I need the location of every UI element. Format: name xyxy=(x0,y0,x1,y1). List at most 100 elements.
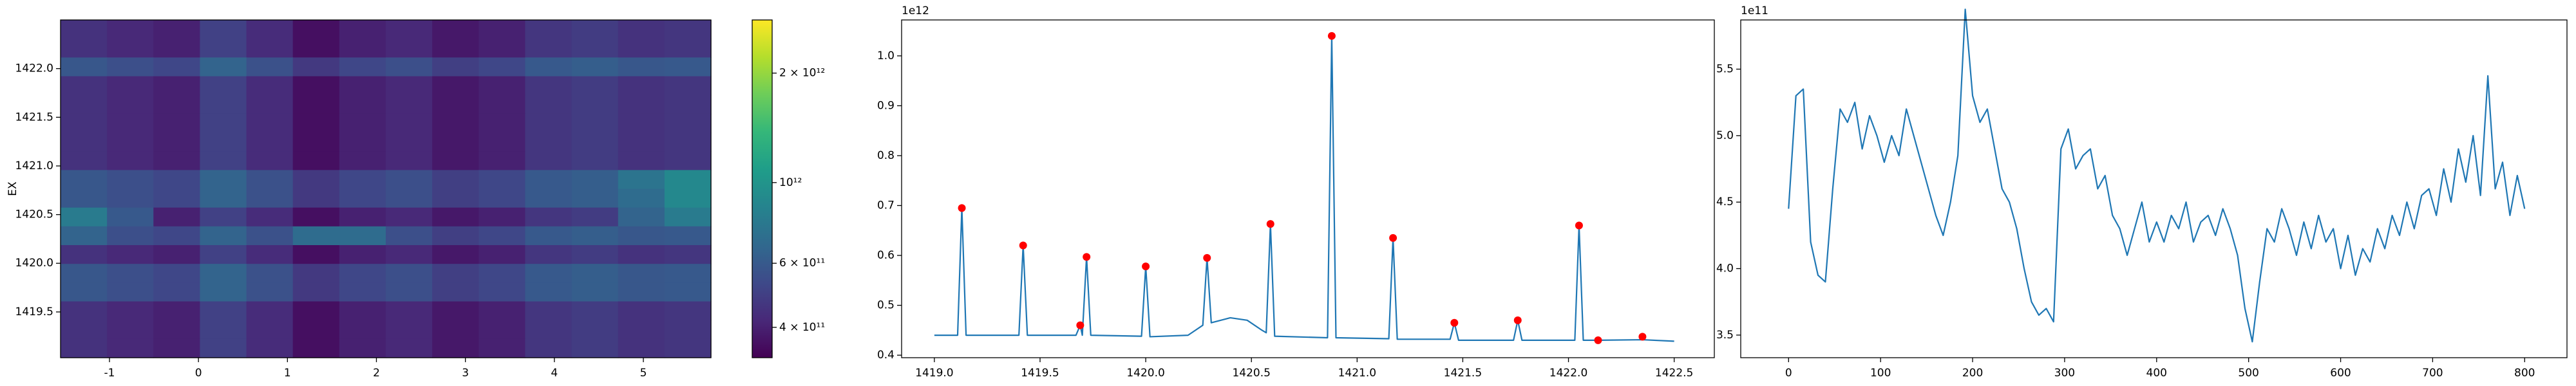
x-tick-label: 300 xyxy=(2054,367,2075,380)
heatmap-cell xyxy=(571,76,619,96)
heatmap-cell xyxy=(107,95,154,115)
heatmap-cell xyxy=(153,170,201,190)
heatmap-cell xyxy=(61,188,108,208)
x-tick-label: 100 xyxy=(1870,367,1891,380)
heatmap-cell xyxy=(432,95,479,115)
heatmap-cell xyxy=(386,207,433,227)
x-tick-label: 1422.5 xyxy=(1655,367,1693,380)
heatmap-cell xyxy=(107,245,154,264)
heatmap-cell xyxy=(339,133,386,152)
heatmap-cell xyxy=(386,338,433,358)
heatmap-cell xyxy=(339,301,386,321)
peak-marker xyxy=(1638,333,1647,341)
heatmap-cell xyxy=(664,245,712,264)
heatmap-cell xyxy=(107,133,154,152)
heatmap-cell xyxy=(386,76,433,96)
x-tick-label: 1419.5 xyxy=(1021,367,1059,380)
x-tick-label: 1420.5 xyxy=(1232,367,1270,380)
y-tick-label: 1420.5 xyxy=(15,208,53,221)
heatmap-cell xyxy=(339,207,386,227)
heatmap-cell xyxy=(664,20,712,39)
heatmap-cell xyxy=(664,151,712,170)
y-tick-label: 1421.0 xyxy=(15,160,53,172)
y-tick-label: 1422.0 xyxy=(15,62,53,75)
heatmap-cell xyxy=(339,320,386,340)
heatmap-cell xyxy=(246,95,294,115)
heatmap-cell xyxy=(386,226,433,246)
heatmap-cell xyxy=(664,226,712,246)
heatmap-cell xyxy=(292,151,340,170)
heatmap-cell xyxy=(386,20,433,39)
heatmap-cell xyxy=(292,57,340,77)
heatmap-cell xyxy=(339,113,386,133)
heatmap-cell xyxy=(432,245,479,264)
heatmap-cell xyxy=(525,301,573,321)
heatmap-cell xyxy=(386,282,433,302)
heatmap-cell xyxy=(200,301,247,321)
heatmap-cell xyxy=(432,113,479,133)
heatmap-cell xyxy=(478,320,526,340)
heatmap-cell xyxy=(61,151,108,170)
heatmap-cell xyxy=(339,188,386,208)
heatmap-cell xyxy=(292,245,340,264)
heatmap-cell xyxy=(200,20,247,39)
peak-marker xyxy=(1142,262,1150,271)
heatmap-cell xyxy=(153,20,201,39)
heatmap-cell xyxy=(478,113,526,133)
colorbar-tick-label: 2 × 10¹² xyxy=(779,67,825,80)
heatmap-cell xyxy=(525,188,573,208)
heatmap-cell xyxy=(153,264,201,283)
heatmap-cell xyxy=(618,113,665,133)
heatmap-cell xyxy=(618,207,665,227)
heatmap-cell xyxy=(153,133,201,152)
heatmap-cell xyxy=(571,338,619,358)
heatmap-cell xyxy=(618,338,665,358)
heatmap-cell xyxy=(432,264,479,283)
heatmap-cell xyxy=(107,76,154,96)
heatmap-cell xyxy=(153,113,201,133)
plot-frame xyxy=(1740,19,2568,358)
y-tick-label: 1419.5 xyxy=(15,306,53,318)
heatmap-cell xyxy=(478,95,526,115)
x-tick-label: 400 xyxy=(2146,367,2167,380)
colorbar-tick-label: 4 × 10¹¹ xyxy=(779,321,825,334)
y-tick-label: 5.5 xyxy=(1716,62,1734,75)
y-tick-label: 1420.0 xyxy=(15,257,53,270)
heatmap-cell xyxy=(61,133,108,152)
heatmap-cell xyxy=(246,245,294,264)
heatmap-cell xyxy=(432,188,479,208)
y-tick-label: 0.6 xyxy=(877,249,895,262)
heatmap-cell xyxy=(339,282,386,302)
heatmap-cell xyxy=(200,76,247,96)
y-tick-label: 1421.5 xyxy=(15,111,53,124)
heatmap-cell xyxy=(61,57,108,77)
plot-frame xyxy=(60,19,712,358)
heatmap-cell xyxy=(200,151,247,170)
heatmap-cell xyxy=(664,76,712,96)
heatmap-cell xyxy=(525,226,573,246)
heatmap-cell xyxy=(61,95,108,115)
y-tick-label: 0.4 xyxy=(877,349,895,362)
x-tick-label: 1422.0 xyxy=(1549,367,1587,380)
heatmap-cell xyxy=(200,113,247,133)
peak-marker xyxy=(1019,241,1027,250)
heatmap-cell xyxy=(525,20,573,39)
heatmap-cell xyxy=(200,226,247,246)
heatmap-cell xyxy=(664,113,712,133)
heatmap-cell xyxy=(292,338,340,358)
heatmap-cell xyxy=(478,338,526,358)
heatmap-cell xyxy=(246,188,294,208)
heatmap-cell xyxy=(107,282,154,302)
heatmap-cell xyxy=(153,338,201,358)
heatmap-cell xyxy=(432,76,479,96)
heatmap-cell xyxy=(571,264,619,283)
heatmap-cell xyxy=(525,245,573,264)
heatmap-cell xyxy=(246,20,294,39)
heatmap-cell xyxy=(292,95,340,115)
heatmap-cell xyxy=(525,170,573,190)
heatmap-cell xyxy=(664,39,712,58)
heatmap-cell xyxy=(246,133,294,152)
x-tick-label: 0 xyxy=(195,367,202,380)
heatmap-cell xyxy=(386,57,433,77)
peak-marker xyxy=(1083,253,1091,261)
